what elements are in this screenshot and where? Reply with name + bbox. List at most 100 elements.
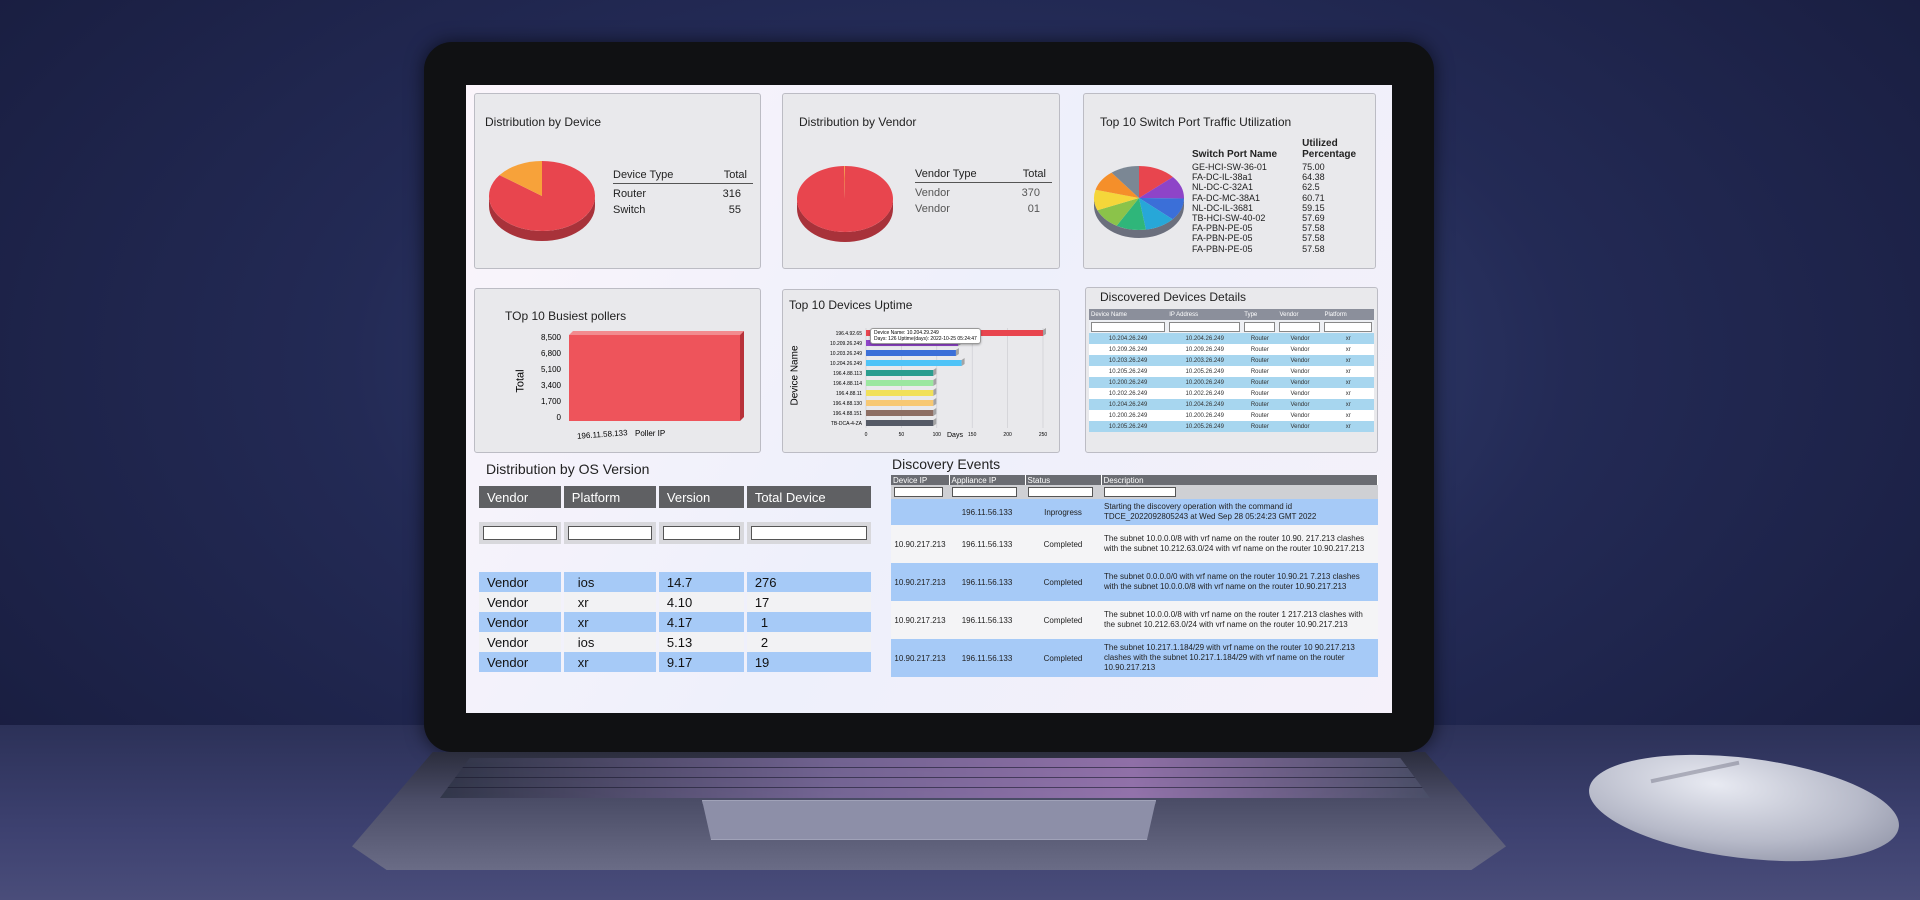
card-title: Top 10 Devices Uptime bbox=[789, 298, 913, 312]
pie-slice[interactable] bbox=[499, 161, 542, 196]
pie-slice[interactable] bbox=[1139, 166, 1173, 198]
utilization-value: 60.71 bbox=[1302, 192, 1325, 203]
y-tick-label: 196.4.88.114 bbox=[833, 381, 862, 387]
table-cell: 10.200.26.249 bbox=[1167, 410, 1243, 421]
utilization-value: 75.00 bbox=[1302, 162, 1325, 172]
uptime-bar[interactable] bbox=[866, 350, 956, 356]
col-header[interactable]: Platform bbox=[1322, 309, 1374, 320]
table-row[interactable]: 10.90.217.213 196.11.56.133 Completed The s… bbox=[891, 639, 1378, 677]
uptime-bar[interactable] bbox=[866, 380, 934, 386]
table-cell: Router bbox=[1242, 333, 1278, 344]
table-row[interactable]: 10.205.26.249 10.205.26.249 Router Vendor xr bbox=[1089, 366, 1374, 377]
pie-slice[interactable] bbox=[1139, 198, 1184, 220]
table-row[interactable]: 10.200.26.249 10.200.26.249 Router Vendor xr bbox=[1089, 410, 1374, 421]
device-distribution-card: Distribution by Device Device Type Total … bbox=[474, 93, 761, 269]
filter-cell[interactable] bbox=[1025, 485, 1101, 499]
uptime-tooltip: Device Name: 10.204.29.249 Days: 126 Upt… bbox=[870, 328, 981, 344]
port-name: GE-HCI-SW-36-01 bbox=[1192, 162, 1267, 172]
status-cell: Inprogress bbox=[1025, 499, 1101, 525]
table-cell: 10.204.26.249 bbox=[1089, 399, 1168, 410]
description-cell: The subnet 10.217.1.184/29 with vrf name… bbox=[1101, 639, 1378, 677]
port-name: NL-DC-IL-3681 bbox=[1192, 202, 1254, 213]
pie-side bbox=[489, 196, 595, 241]
pie-slice[interactable] bbox=[1111, 166, 1139, 198]
pie-slice[interactable] bbox=[1094, 189, 1139, 211]
col-header[interactable]: Total Device bbox=[746, 486, 871, 508]
col-header[interactable]: Device Name bbox=[1089, 309, 1168, 320]
table-row[interactable]: 10.90.217.213 196.11.56.133 Completed The s… bbox=[891, 563, 1378, 601]
pie-slice[interactable] bbox=[1116, 198, 1146, 230]
ip-cell: 196.11.56.133 bbox=[949, 601, 1025, 639]
table-row[interactable]: Vendor xr 9.17 19 bbox=[479, 652, 871, 672]
table-row: GE-HCI-SW-36-01 75.00 bbox=[1192, 162, 1372, 172]
filter-cell[interactable] bbox=[1089, 320, 1168, 333]
uptime-bar[interactable] bbox=[866, 370, 934, 376]
pie-slice[interactable] bbox=[1097, 198, 1139, 226]
col-header: Total bbox=[709, 167, 753, 184]
table-row[interactable]: 196.11.56.133 Inprogress Starting the disc… bbox=[891, 499, 1378, 525]
table-row: NL-DC-C-32A1 62.5 bbox=[1192, 182, 1372, 192]
filter-cell[interactable] bbox=[1277, 320, 1323, 333]
table-row[interactable]: Vendor xr 4.17 1 bbox=[479, 612, 871, 632]
x-axis-label: Days bbox=[947, 432, 963, 439]
pie-slice[interactable] bbox=[1139, 198, 1173, 230]
table-cell: Vendor bbox=[479, 592, 561, 612]
col-header[interactable]: IP Address bbox=[1167, 309, 1243, 320]
table-row[interactable]: 10.200.26.249 10.200.26.249 Router Vendor xr bbox=[1089, 377, 1374, 388]
filter-cell[interactable] bbox=[1322, 320, 1374, 333]
table-cell: 4.17 bbox=[658, 612, 744, 632]
bar-side bbox=[933, 368, 937, 376]
table-row[interactable]: 10.204.26.249 10.204.26.249 Router Vendor xr bbox=[1089, 333, 1374, 344]
table-row[interactable]: 10.205.26.249 10.205.26.249 Router Vendor xr bbox=[1089, 421, 1374, 432]
filter-cell[interactable] bbox=[891, 485, 949, 499]
filter-cell[interactable] bbox=[479, 522, 561, 544]
filter-cell[interactable] bbox=[658, 522, 744, 544]
y-tick-label: 196.4.88.151 bbox=[833, 411, 862, 417]
filter-cell[interactable] bbox=[949, 485, 1025, 499]
col-header[interactable]: Platform bbox=[563, 486, 656, 508]
pie-slice[interactable] bbox=[1095, 172, 1139, 198]
table-cell: 2 bbox=[746, 632, 871, 652]
table-row[interactable]: 10.209.26.249 10.209.26.249 Router Vendor xr bbox=[1089, 344, 1374, 355]
port-name: FA-PBN-PE-05 bbox=[1192, 243, 1253, 254]
table-row[interactable]: 10.90.217.213 196.11.56.133 Completed The s… bbox=[891, 601, 1378, 639]
discovered-devices-card: Discovered Devices Details Device Name IP… bbox=[1085, 287, 1378, 453]
col-header[interactable]: Device IP bbox=[891, 475, 950, 485]
col-header[interactable]: Description bbox=[1101, 475, 1378, 485]
uptime-bar[interactable] bbox=[866, 420, 934, 426]
table-cell: Router bbox=[1242, 421, 1278, 432]
filter-cell[interactable] bbox=[563, 522, 656, 544]
table-row[interactable]: 10.203.26.249 10.203.26.249 Router Vendor xr bbox=[1089, 355, 1374, 366]
col-header[interactable]: Vendor bbox=[1277, 309, 1323, 320]
col-header[interactable]: Version bbox=[658, 486, 744, 508]
y-tick-label: 196.4.88.130 bbox=[833, 401, 862, 407]
col-header[interactable]: Appliance IP bbox=[949, 475, 1026, 485]
table-cell: 10.205.26.249 bbox=[1089, 366, 1168, 377]
table-row[interactable]: Vendor ios 5.13 2 bbox=[479, 632, 871, 652]
pie-slice[interactable] bbox=[1139, 176, 1184, 199]
uptime-bar[interactable] bbox=[866, 390, 934, 396]
table-row[interactable]: 10.204.26.249 10.204.26.249 Router Vendor xr bbox=[1089, 399, 1374, 410]
table-row[interactable]: Vendor xr 4.10 17 bbox=[479, 592, 871, 612]
col-header[interactable]: Status bbox=[1025, 475, 1102, 485]
table-row[interactable]: Vendor ios 14.7 276 bbox=[479, 572, 871, 592]
bar-side bbox=[955, 348, 959, 356]
uptime-bar[interactable] bbox=[866, 410, 934, 416]
uptime-bar[interactable] bbox=[866, 360, 962, 366]
table-cell: xr bbox=[1322, 399, 1374, 410]
table-row[interactable]: 10.202.26.249 10.202.26.249 Router Vendor xr bbox=[1089, 388, 1374, 399]
table-cell: xr bbox=[1322, 410, 1374, 421]
y-tick-label: 10.204.26.249 bbox=[830, 361, 862, 367]
table-cell: 10.209.26.249 bbox=[1167, 344, 1243, 355]
col-header[interactable]: Type bbox=[1242, 309, 1278, 320]
filter-cell[interactable] bbox=[746, 522, 871, 544]
pie-slice[interactable] bbox=[844, 166, 845, 199]
table-row[interactable]: 10.90.217.213 196.11.56.133 Completed The s… bbox=[891, 525, 1378, 563]
uptime-bar[interactable] bbox=[866, 400, 934, 406]
filter-cell[interactable] bbox=[1101, 485, 1378, 499]
filter-cell[interactable] bbox=[1242, 320, 1278, 333]
col-header-line: Utilized bbox=[1302, 138, 1338, 149]
col-header[interactable]: Vendor bbox=[479, 486, 561, 508]
filter-cell[interactable] bbox=[1167, 320, 1243, 333]
card-title: Discovered Devices Details bbox=[1100, 290, 1247, 304]
